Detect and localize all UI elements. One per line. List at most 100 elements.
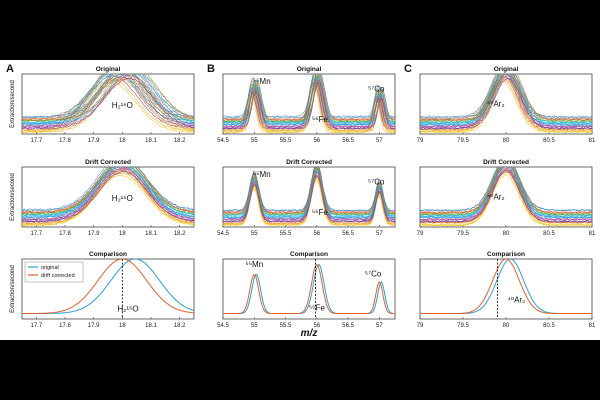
spectrum-line — [22, 170, 194, 223]
series-line-original — [22, 259, 194, 314]
chart-title: Drift Corrected — [85, 159, 131, 166]
spectrum-line — [223, 167, 395, 215]
x-tick-label: 18 — [119, 231, 126, 237]
peak-annotation: ⁵⁶Fe — [312, 208, 328, 217]
chart-panel-A: Original A Extraction/second 17.7 17.8 17.9 18… — [6, 63, 195, 144]
x-tick-label: 55.5 — [280, 138, 292, 144]
spectrum-line — [420, 74, 592, 119]
spectrum-line — [223, 167, 395, 212]
spectrum-line — [22, 167, 194, 219]
chart-panel-B: Original B 54.5 55 55.5 56 56.5 57 ⁵⁵Mn ⁵⁶Fe ⁵⁷Co — [207, 63, 396, 144]
x-tick-label: 79.5 — [457, 231, 469, 237]
spectrum-line — [22, 74, 194, 125]
x-tick-label: 56.5 — [342, 323, 354, 329]
legend-label: drift corrected — [41, 273, 75, 279]
spectrum-line — [22, 77, 194, 130]
x-tick-label: 18 — [119, 323, 126, 329]
x-tick-label: 18.2 — [174, 323, 186, 329]
chart-title: Comparison — [290, 251, 328, 258]
spectrum-line — [22, 167, 194, 217]
series-group — [22, 259, 194, 314]
spectrum-line — [420, 75, 592, 128]
series-group — [223, 167, 395, 227]
spectrum-line — [22, 74, 194, 124]
peak-annotation: ⁴⁰Ar₂ — [487, 193, 505, 202]
spectrum-line — [420, 170, 592, 226]
peak-annotation: ⁵⁵Mn — [253, 170, 271, 179]
spectrum-line — [420, 74, 592, 122]
x-tick-label: 17.8 — [59, 323, 71, 329]
peak-annotation: ⁵⁵Mn — [245, 260, 263, 269]
x-tick-label: 18.1 — [145, 231, 157, 237]
spectrum-line — [223, 83, 395, 132]
x-tick-label: 81 — [589, 138, 596, 144]
x-tick-label: 56.5 — [342, 231, 354, 237]
spectrum-line — [420, 74, 592, 124]
chart-panel-B3: Comparison 54.5 55 55.5 56 56.5 57 ⁵⁵Mn ⁵⁶Fe ⁵⁷Co — [217, 251, 396, 329]
x-tick-label: 18.2 — [174, 138, 186, 144]
x-tick-label: 17.7 — [30, 138, 42, 144]
spectrum-line — [22, 74, 194, 128]
x-tick-label: 79.5 — [457, 323, 469, 329]
series-group — [22, 74, 194, 134]
spectrum-line — [223, 76, 395, 125]
chart-panel-B2: Drift Corrected 54.5 55 55.5 56 56.5 57 ⁵⁵Mn ⁵⁶F… — [217, 159, 396, 237]
spectrum-line — [420, 74, 592, 131]
x-tick-label: 17.8 — [59, 231, 71, 237]
x-tick-label: 80 — [503, 138, 510, 144]
spectrum-line — [223, 74, 395, 118]
panel-label-A: A — [6, 63, 14, 75]
spectrum-line — [22, 74, 194, 121]
series-line-drift-corrected — [223, 263, 395, 314]
x-tick-label: 80.5 — [543, 323, 555, 329]
series-group — [223, 263, 395, 314]
x-tick-label: 80 — [503, 231, 510, 237]
spectrum-line — [420, 74, 592, 126]
plot-frame — [419, 258, 593, 320]
spectrum-line — [22, 167, 194, 214]
x-axis-label: m/z — [301, 328, 318, 339]
spectrum-line — [22, 74, 194, 119]
peak-annotation: ⁴⁰Ar₂ — [507, 296, 525, 305]
spectrum-line — [223, 167, 395, 212]
x-tick-label: 79 — [417, 138, 424, 144]
series-line-drift-corrected — [22, 259, 194, 314]
spectrum-line — [420, 74, 592, 122]
x-tick-label: 56.5 — [342, 138, 354, 144]
spectrum-line — [22, 74, 194, 128]
panel-label-B: B — [207, 63, 215, 75]
x-tick-label: 56 — [313, 323, 320, 329]
spectrum-line — [22, 74, 194, 120]
x-tick-label: 55.5 — [280, 231, 292, 237]
x-tick-label: 18 — [119, 138, 126, 144]
spectrum-line — [22, 74, 194, 122]
chart-title: Comparison — [487, 251, 525, 258]
x-tick-label: 18.2 — [174, 231, 186, 237]
spectrum-line — [420, 74, 592, 123]
x-tick-label: 79 — [417, 323, 424, 329]
spectrum-line — [22, 167, 194, 212]
x-tick-label: 79 — [417, 231, 424, 237]
spectrum-line — [223, 74, 395, 119]
series-group — [22, 167, 194, 227]
x-tick-label: 81 — [589, 231, 596, 237]
x-tick-label: 56 — [313, 138, 320, 144]
spectrum-line — [420, 167, 592, 217]
x-tick-label: 57 — [376, 323, 383, 329]
x-tick-label: 81 — [589, 323, 596, 329]
chart-panel-A3: Comparison Extraction/second 17.7 17.8 17.9 1… — [10, 251, 195, 329]
x-tick-label: 80 — [503, 323, 510, 329]
spectrum-line — [22, 167, 194, 214]
spectrum-line — [223, 170, 395, 219]
peak-annotation: ⁵⁶Fe — [309, 303, 325, 312]
spectrum-line — [22, 76, 194, 130]
x-tick-label: 57 — [376, 231, 383, 237]
y-axis-label: Extraction/second — [10, 265, 16, 313]
chart-title: Drift Corrected — [286, 159, 332, 166]
x-tick-label: 80.5 — [543, 138, 555, 144]
spectrum-line — [420, 74, 592, 126]
spectrum-line — [420, 167, 592, 215]
series-group — [223, 74, 395, 134]
peak-annotation: ⁵⁵Mn — [253, 77, 271, 86]
x-tick-label: 17.9 — [88, 231, 100, 237]
